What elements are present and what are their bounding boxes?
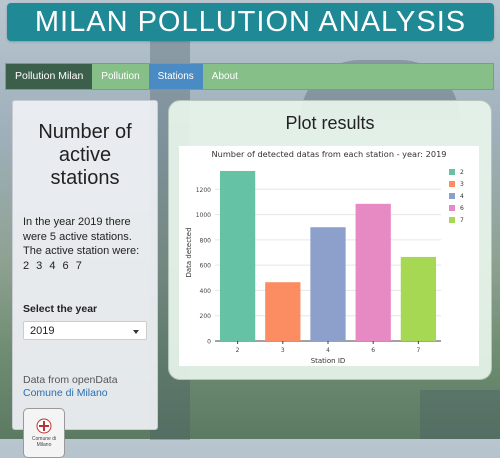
bar-2 [219, 170, 256, 341]
bar-3 [265, 282, 301, 341]
x-tick-label: 3 [281, 347, 285, 354]
y-tick-label: 400 [200, 288, 212, 295]
app-title: MILAN POLLUTION ANALYSIS [7, 3, 494, 41]
legend-label: 2 [460, 169, 464, 176]
year-select-value: 2019 [30, 325, 55, 337]
bar-7 [400, 256, 437, 341]
y-tick-label: 1000 [196, 212, 211, 219]
data-source-text: Data from openData [23, 374, 118, 386]
stations-list: 2 3 4 6 7 [23, 259, 84, 272]
bar-4 [310, 227, 346, 341]
x-tick-label: 4 [326, 347, 330, 354]
navbar: Pollution Milan Pollution Stations About [5, 63, 494, 90]
y-tick-label: 800 [200, 237, 212, 244]
data-source-link[interactable]: Comune di Milano [23, 387, 108, 399]
legend-label: 6 [460, 205, 464, 212]
x-axis-label: Station ID [311, 357, 346, 365]
legend-swatch-3 [449, 181, 455, 187]
bar-chart[interactable]: Number of detected datas from each stati… [179, 146, 479, 366]
y-tick-label: 1200 [196, 187, 211, 194]
legend-swatch-2 [449, 169, 455, 175]
background-building [420, 390, 500, 439]
legend-label: 3 [460, 181, 464, 188]
logo-text: Comune di Milano [31, 436, 57, 448]
chart-title: Number of detected datas from each stati… [212, 149, 447, 159]
x-tick-label: 7 [416, 347, 420, 354]
legend-swatch-7 [449, 217, 455, 223]
milano-logo[interactable]: Comune di Milano [23, 408, 65, 458]
sidebar-panel: Number of active stations In the year 20… [12, 100, 158, 458]
main-panel: Plot results Number of detected datas fr… [168, 100, 492, 380]
sidebar-title: Number of active stations [38, 121, 132, 189]
legend-swatch-4 [449, 193, 455, 199]
y-tick-label: 0 [207, 339, 211, 346]
nav-brand[interactable]: Pollution Milan [6, 64, 93, 89]
x-tick-label: 2 [236, 347, 240, 354]
y-tick-label: 200 [200, 313, 212, 320]
chevron-down-icon [133, 330, 139, 334]
nav-item-pollution[interactable]: Pollution [101, 71, 140, 82]
legend-label: 7 [460, 217, 464, 224]
y-tick-label: 600 [200, 263, 212, 270]
year-select-label: Select the year [23, 303, 98, 315]
x-tick-label: 6 [371, 347, 375, 354]
stations-description: In the year 2019 there were 5 active sta… [23, 216, 140, 257]
main-title: Plot results [285, 113, 375, 133]
bar-6 [355, 203, 391, 341]
y-axis-label: Data detected [185, 227, 193, 277]
plot-area[interactable]: Number of detected datas from each stati… [179, 146, 479, 366]
year-select[interactable]: 2019 [23, 321, 147, 340]
legend-swatch-6 [449, 205, 455, 211]
nav-item-about[interactable]: About [211, 71, 238, 82]
nav-item-stations[interactable]: Stations [148, 64, 203, 89]
shield-icon [36, 418, 52, 434]
legend-label: 4 [460, 193, 464, 200]
